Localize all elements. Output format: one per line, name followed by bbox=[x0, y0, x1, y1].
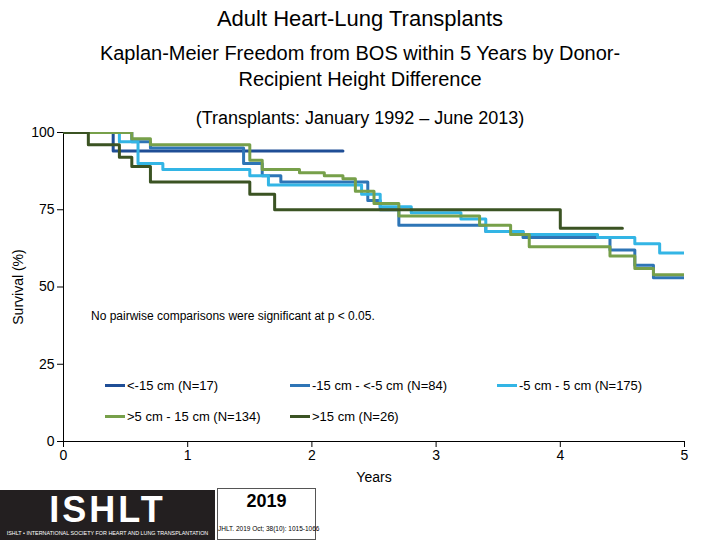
html-text:>5 cm - 15 cm (N=134): >5 cm - 15 cm (N=134) bbox=[127, 409, 261, 424]
svg-text:Years: Years bbox=[356, 469, 391, 485]
html-text:ISHLT: ISHLT bbox=[49, 489, 166, 530]
html-text:Kaplan-Meier Freedom from BOS: Kaplan-Meier Freedom from BOS within 5 Y… bbox=[99, 42, 621, 90]
svg-text:2: 2 bbox=[308, 447, 316, 463]
svg-text:0: 0 bbox=[47, 433, 55, 449]
svg-text:3: 3 bbox=[432, 447, 440, 463]
svg-text:100: 100 bbox=[31, 124, 55, 140]
html-text:Adult Heart-Lung Transplants: Adult Heart-Lung Transplants bbox=[216, 6, 504, 31]
html-text:(Transplants: January 1992 – J: (Transplants: January 1992 – June 2013) bbox=[195, 108, 525, 128]
html-text:ISHLT • INTERNATIONAL SOCIETY: ISHLT • INTERNATIONAL SOCIETY FOR HEART … bbox=[6, 530, 209, 536]
svg-text:50: 50 bbox=[39, 278, 55, 294]
svg-text:5: 5 bbox=[681, 447, 689, 463]
html-text:<-15 cm (N=17): <-15 cm (N=17) bbox=[127, 378, 218, 393]
html-text:2019: 2019 bbox=[246, 491, 287, 511]
svg-text:0: 0 bbox=[60, 447, 68, 463]
svg-text:1: 1 bbox=[184, 447, 192, 463]
html-text:No pairwise comparisons were s: No pairwise comparisons were significant… bbox=[91, 309, 375, 323]
html-text:-15 cm - <-5 cm (N=84): -15 cm - <-5 cm (N=84) bbox=[312, 378, 448, 393]
html-text:JHLT. 2019 Oct; 38(10): 1015-1: JHLT. 2019 Oct; 38(10): 1015-1066 bbox=[218, 525, 320, 532]
html-text:>15 cm (N=26): >15 cm (N=26) bbox=[312, 409, 399, 424]
svg-text:Survival (%): Survival (%) bbox=[10, 249, 26, 324]
html-text:-5 cm - 5 cm (N=175): -5 cm - 5 cm (N=175) bbox=[519, 378, 643, 393]
svg-text:4: 4 bbox=[556, 447, 564, 463]
svg-text:75: 75 bbox=[39, 201, 55, 217]
svg-text:25: 25 bbox=[39, 356, 55, 372]
